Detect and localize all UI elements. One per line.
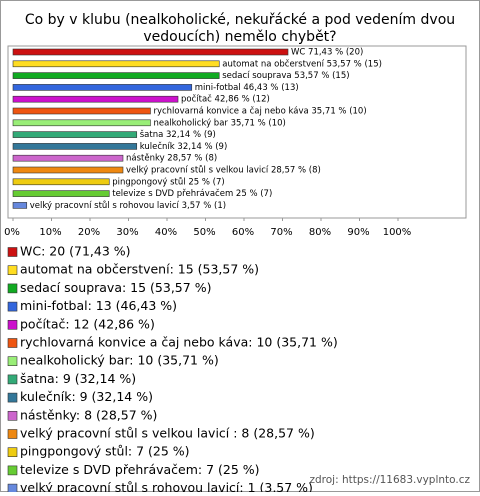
legend-swatch — [7, 247, 18, 257]
bar-label: televize s DVD přehrávačem 25 % (7) — [112, 188, 272, 199]
bar — [12, 60, 220, 68]
legend-swatch — [7, 429, 18, 439]
legend-label: automat na občerstvení: 15 (53,57 %) — [20, 262, 259, 277]
bar-label: sedací souprava 53,57 % (15) — [222, 71, 349, 81]
bar — [12, 119, 151, 127]
legend-swatch — [7, 338, 18, 348]
x-tick-label: 100% — [383, 227, 412, 238]
legend-label: nealkoholický bar: 10 (35,71 %) — [20, 353, 219, 368]
legend-label: kulečník: 9 (32,14 %) — [20, 389, 153, 404]
legend-swatch — [7, 301, 18, 312]
legend-swatch — [7, 483, 18, 494]
legend-swatch — [7, 465, 18, 476]
bar-label: nealkoholický bar 35,71 % (10) — [153, 118, 285, 128]
bar — [12, 202, 28, 209]
bar — [12, 72, 220, 79]
bar — [12, 131, 138, 138]
bar-label: mini-fotbal 46,43 % (13) — [195, 83, 299, 93]
bar — [12, 178, 110, 186]
bar — [12, 143, 138, 150]
x-tick-label: 40% — [155, 227, 177, 238]
legend-label: sedací souprava: 15 (53,57 %) — [20, 280, 211, 295]
bar — [12, 190, 110, 197]
chart-title: Co by v klubu (nealkoholické, nekuřácké … — [25, 12, 455, 28]
legend-swatch — [7, 410, 18, 421]
x-tick-label: 0% — [4, 227, 20, 238]
source: zdroj: https://11683.vyplnto.cz — [310, 474, 471, 486]
legend-swatch — [7, 356, 18, 367]
chart-title: vedoucích) nemělo chybět? — [143, 29, 336, 45]
x-tick-label: 60% — [232, 227, 254, 238]
legend-label: nástěnky: 8 (28,57 %) — [20, 407, 157, 422]
bar-label: velký pracovní stůl s velkou lavicí 28,5… — [126, 165, 321, 176]
x-tick-label: 50% — [193, 227, 215, 238]
legend-swatch — [7, 392, 18, 403]
bar-label: šatna 32,14 % (9) — [140, 129, 216, 140]
bar — [12, 107, 151, 115]
bar-label: počítač 42,86 % (12) — [181, 94, 270, 105]
bar-label: WC 71,43 % (20) — [291, 48, 363, 58]
bar — [12, 154, 124, 162]
legend-swatch — [7, 447, 18, 458]
x-tick-label: 90% — [347, 227, 369, 238]
bar-label: automat na občerstvení 53,57 % (15) — [222, 58, 382, 69]
x-tick-label: 80% — [309, 227, 331, 238]
legend-label: pingpongový stůl: 7 (25 %) — [20, 444, 190, 459]
legend-label: WC: 20 (71,43 %) — [20, 244, 131, 259]
legend-label: rychlovarná konvice a čaj nebo káva: 10 … — [20, 335, 338, 350]
x-tick-label: 30% — [116, 227, 138, 238]
bar-label: kulečník 32,14 % (9) — [140, 141, 228, 152]
legend-label: mini-fotbal: 13 (46,43 %) — [20, 298, 177, 313]
bar — [12, 84, 193, 91]
bar-label: rychlovarná konvice a čaj nebo káva 35,7… — [153, 106, 366, 117]
legend-swatch — [7, 283, 18, 294]
legend-label: velký pracovní stůl s rohovou lavicí: 1 … — [20, 480, 313, 492]
legend-label: televize s DVD přehrávačem: 7 (25 %) — [20, 462, 260, 477]
bar — [12, 95, 179, 103]
bar — [12, 48, 289, 56]
legend-swatch — [7, 374, 18, 385]
x-tick-label: 20% — [78, 227, 100, 238]
bar-label: velký pracovní stůl s rohovou lavicí 3,5… — [30, 200, 226, 211]
legend-swatch — [7, 265, 18, 276]
bar-label: pingpongový stůl 25 % (7) — [112, 176, 224, 187]
x-tick-label: 70% — [270, 227, 292, 238]
x-tick-label: 10% — [39, 227, 61, 238]
bar — [12, 166, 124, 174]
legend-label: šatna: 9 (32,14 %) — [20, 371, 136, 386]
legend-label: velký pracovní stůl s velkou lavicí : 8 … — [20, 426, 315, 441]
bar-label: nástěnky 28,57 % (8) — [126, 154, 217, 164]
legend-label: počítač: 12 (42,86 %) — [20, 316, 155, 331]
legend-swatch — [7, 319, 18, 330]
